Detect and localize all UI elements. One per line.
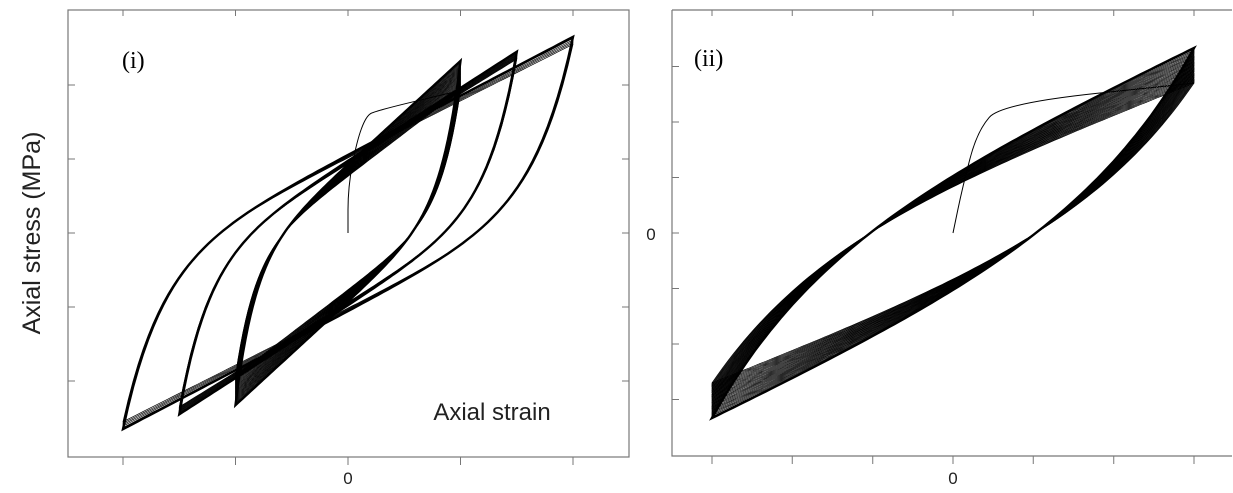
panel-ii-label: (ii): [694, 46, 723, 72]
panel-i-label: (i): [122, 48, 145, 74]
panel-ii-hysteresis-loops: [709, 45, 1197, 421]
panel-i-chart: (i) Axial strain Axial stress (MPa) 0: [18, 9, 630, 488]
hysteresis-cycle: [709, 45, 1197, 421]
hysteresis-cycle: [178, 57, 518, 409]
hysteresis-cycle: [122, 42, 574, 424]
hysteresis-cycle: [711, 60, 1195, 406]
hysteresis-cycle: [235, 79, 461, 387]
panel-i-hysteresis-loops: [121, 34, 575, 432]
hysteresis-cycle: [711, 63, 1195, 403]
panel-ii-initial-loading-curve: [952, 82, 1195, 234]
panel-i-frame: [67, 9, 630, 458]
hysteresis-cycle: [235, 77, 461, 389]
hysteresis-cycle: [235, 76, 461, 390]
panel-ii-y-tick-label-0: 0: [646, 225, 655, 244]
hysteresis-cycle: [711, 77, 1195, 389]
panel-ii-chart: (ii) 0 0: [646, 9, 1232, 488]
panel-ii-ticks: [672, 10, 1195, 464]
panel-i-ticks: [68, 10, 629, 465]
hysteresis-cycle: [711, 51, 1195, 415]
panel-i-x-tick-label-0: 0: [343, 469, 352, 488]
hysteresis-cycle: [233, 57, 463, 409]
hysteresis-cycle: [122, 43, 574, 423]
panel-ii-frame: [671, 9, 1232, 457]
panel-i-initial-loading-curve: [347, 90, 461, 233]
panel-i-x-axis-label: Axial strain: [433, 399, 550, 426]
hysteresis-cycle: [122, 40, 574, 426]
hysteresis-cycle: [711, 69, 1195, 397]
panel-ii-x-tick-label-0: 0: [948, 469, 957, 488]
hysteresis-cycle: [121, 34, 575, 432]
hysteresis-cycle: [235, 75, 461, 391]
hysteresis-cycle: [235, 78, 461, 388]
panel-i-y-axis-label: Axial stress (MPa): [18, 132, 46, 335]
